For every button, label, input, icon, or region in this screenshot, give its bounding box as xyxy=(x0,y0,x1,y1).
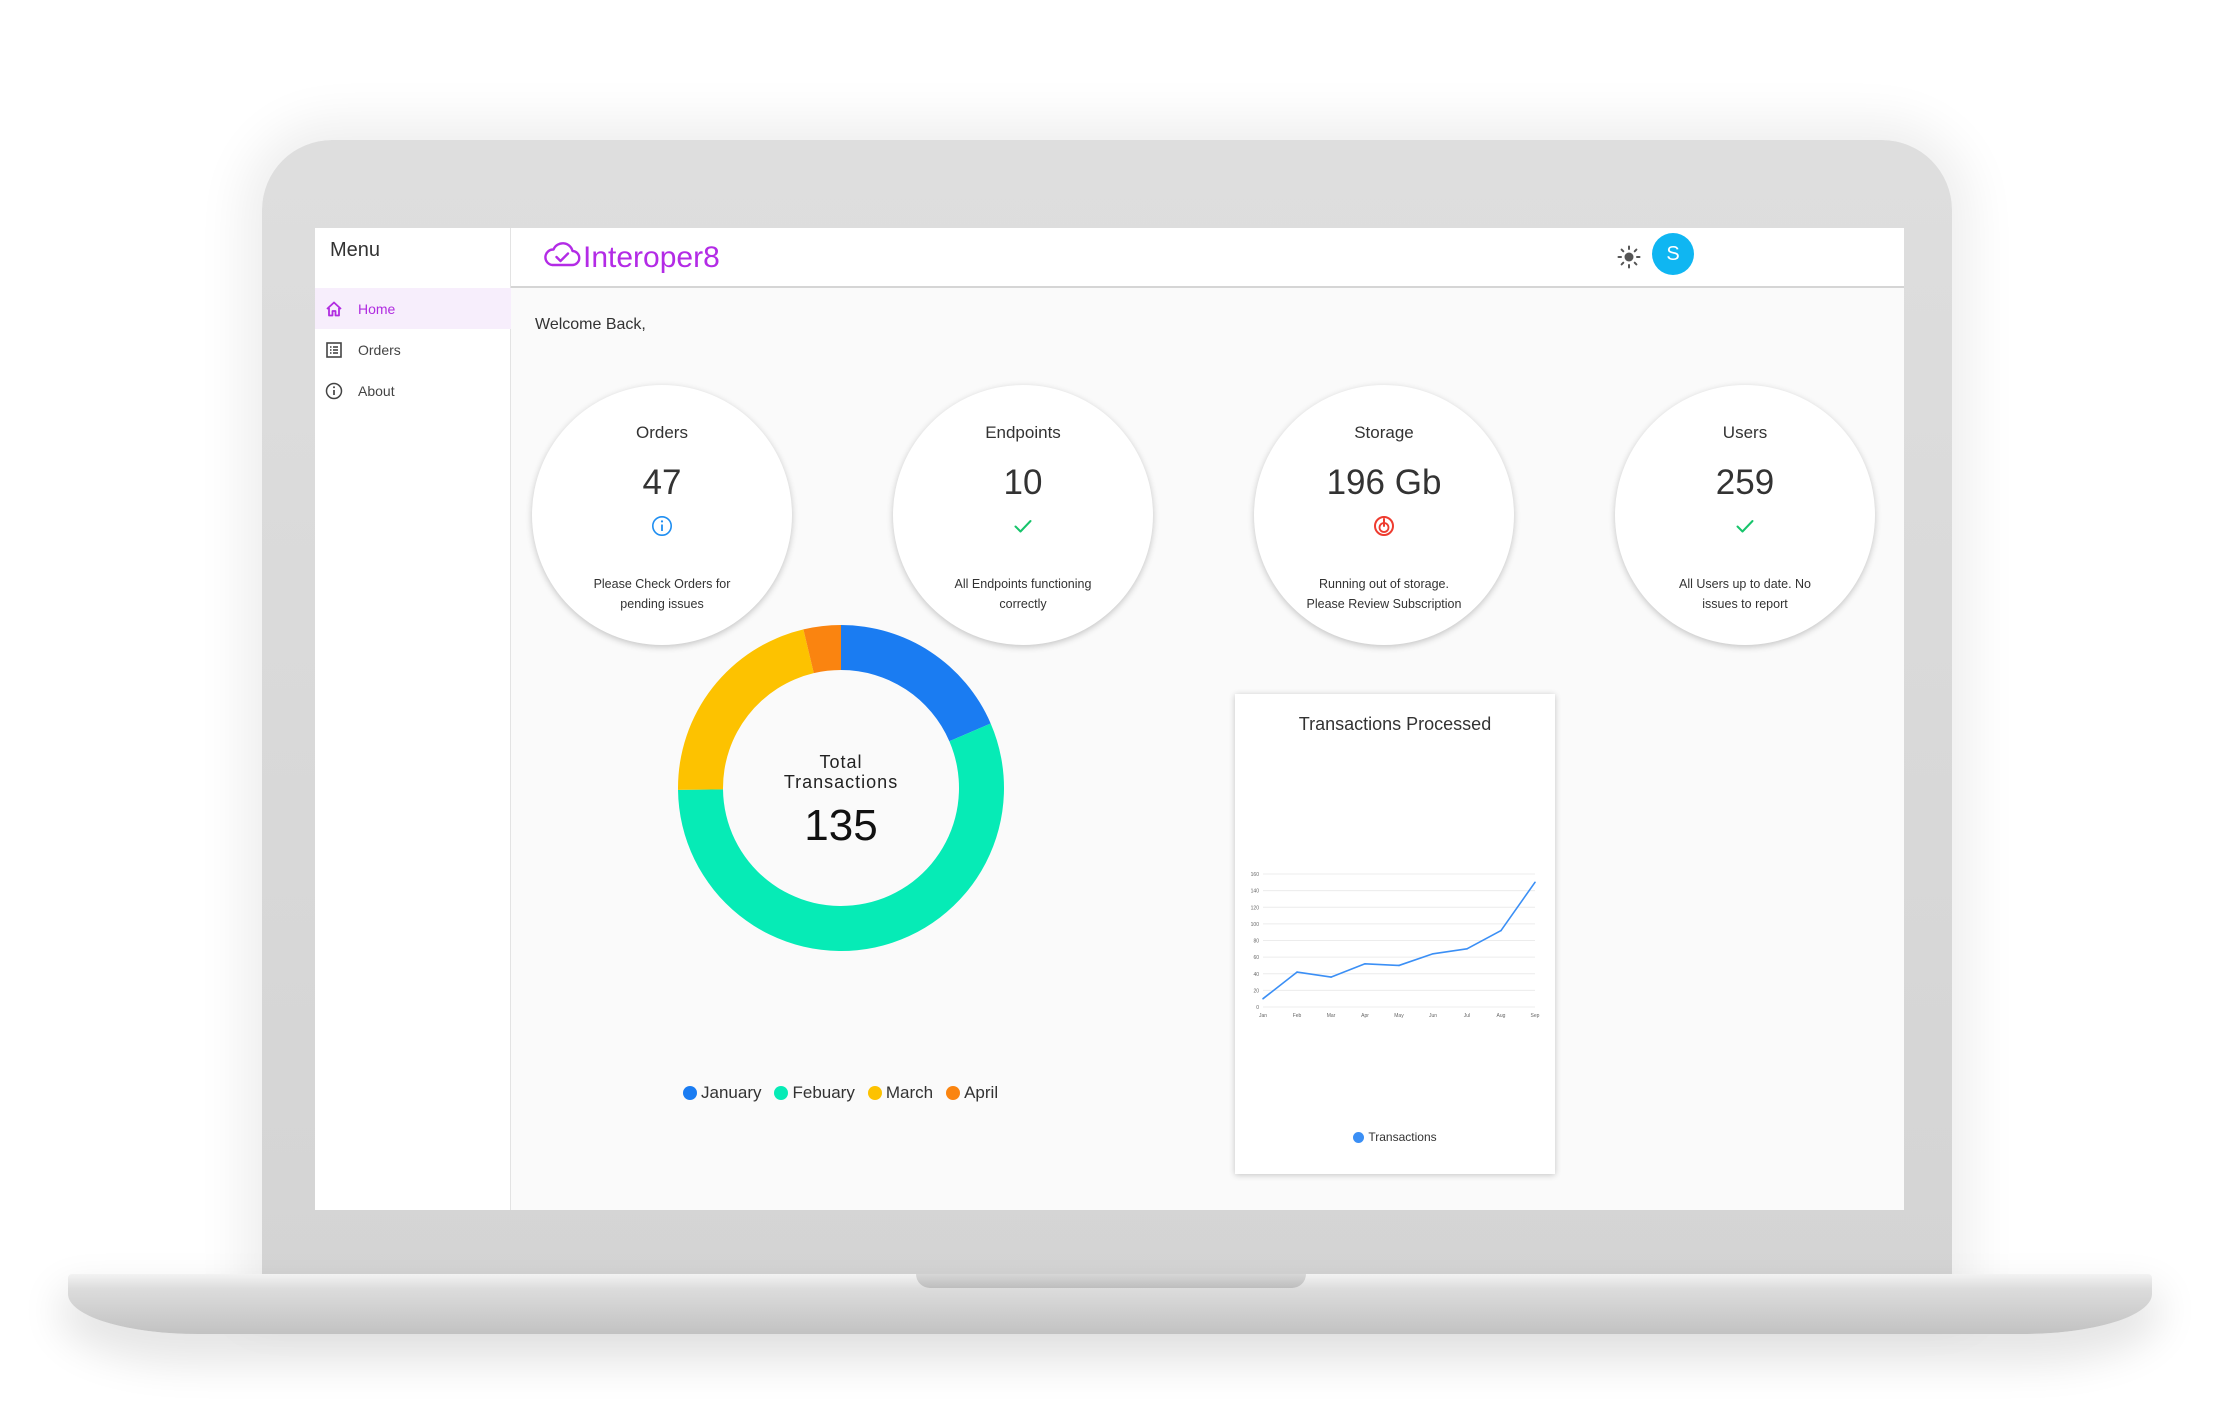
legend-dot xyxy=(683,1086,697,1100)
y-tick-label: 80 xyxy=(1253,939,1259,945)
menu-title: Menu xyxy=(330,239,381,261)
stat-value: 10 xyxy=(1003,463,1043,502)
y-tick-label: 100 xyxy=(1251,922,1260,928)
sidebar-item-label: Home xyxy=(358,300,396,317)
sidebar-item-label: Orders xyxy=(358,341,401,358)
app-logo[interactable]: Interoper8 xyxy=(543,240,720,275)
x-tick-label: Jan xyxy=(1259,1013,1267,1019)
stat-card-endpoints[interactable]: Endpoints 10 All Endpoints functioning c… xyxy=(893,385,1153,645)
line-chart-svg: 0 20 40 60 80 100 120 140 160 Jan Feb Mar Apr May Jun J… xyxy=(1251,872,1540,1019)
y-tick-label: 0 xyxy=(1256,1005,1259,1011)
stat-title: Storage xyxy=(1354,423,1414,442)
donut-slice-april[interactable] xyxy=(803,625,841,674)
stat-card-orders[interactable]: Orders 47 Please Check Orders for pendin… xyxy=(532,385,792,645)
legend-label: Febuary xyxy=(792,1083,855,1102)
welcome-text: Welcome Back, xyxy=(535,316,646,333)
legend-dot xyxy=(946,1086,961,1100)
x-tick-label: Sep xyxy=(1531,1013,1540,1019)
app-screen: Menu Home Orders About xyxy=(315,228,1904,1210)
donut-slice-january[interactable] xyxy=(841,625,991,742)
stat-value: 47 xyxy=(642,463,682,502)
legend-dot xyxy=(1353,1131,1365,1143)
stat-title: Endpoints xyxy=(985,423,1061,442)
donut-center-label-line1: Total xyxy=(819,752,862,772)
x-tick-label: Jul xyxy=(1464,1013,1470,1019)
cloud-check-icon xyxy=(543,240,581,275)
y-tick-label: 140 xyxy=(1251,889,1260,895)
logo-text: Interoper8 xyxy=(583,240,720,274)
legend-dot xyxy=(774,1086,789,1100)
sidebar-item-label: About xyxy=(358,382,395,399)
stat-title: Users xyxy=(1722,423,1768,442)
legend-label: April xyxy=(964,1083,999,1102)
sidebar-nav: Home Orders About xyxy=(315,288,511,411)
data-point xyxy=(1398,964,1400,967)
stat-note: All Endpoints functioning correctly xyxy=(954,577,1092,611)
data-point xyxy=(1296,971,1298,973)
legend-label: Transactions xyxy=(1368,1130,1437,1144)
laptop-notch xyxy=(916,1274,1306,1288)
stat-card-storage[interactable]: Storage 196 Gb Running out of storage. P… xyxy=(1254,385,1514,645)
data-point xyxy=(1500,929,1502,932)
legend-label: March xyxy=(885,1083,934,1102)
chart-title: Transactions Processed xyxy=(1298,714,1492,734)
donut-legend-row: January Febuary March April xyxy=(683,1083,1011,1103)
data-point xyxy=(1466,948,1468,950)
list-icon xyxy=(324,340,344,360)
info-icon xyxy=(651,515,673,537)
y-tick-label: 160 xyxy=(1251,872,1260,878)
stat-note: Please Check Orders for pending issues xyxy=(593,577,731,611)
info-icon xyxy=(324,381,344,401)
stat-value: 196 Gb xyxy=(1326,463,1442,502)
top-bar: Interoper8 S xyxy=(511,228,1904,288)
avatar[interactable]: S xyxy=(1652,233,1694,275)
sidebar-item-about[interactable]: About xyxy=(315,370,511,411)
data-point xyxy=(1432,953,1434,955)
main-content: Welcome Back, Orders 47 Please Check Ord… xyxy=(511,288,1904,1210)
check-icon xyxy=(1734,515,1756,537)
brightness-icon[interactable] xyxy=(1614,242,1644,272)
legend-item-april[interactable]: April xyxy=(946,1083,998,1103)
data-point xyxy=(1262,997,1264,1000)
x-tick-label: Apr xyxy=(1361,1013,1369,1019)
stat-note: Running out of storage. Please Review Su… xyxy=(1306,577,1462,611)
donut-slice-march[interactable] xyxy=(678,629,814,790)
stat-title: Orders xyxy=(636,423,688,442)
legend-label: January xyxy=(701,1083,762,1102)
donut-chart-svg: Total Transactions 135 xyxy=(678,625,1004,951)
data-point xyxy=(1364,962,1366,965)
x-tick-label: Mar xyxy=(1327,1013,1336,1019)
check-icon xyxy=(1012,515,1034,537)
x-tick-label: May xyxy=(1394,1013,1404,1019)
data-point xyxy=(1534,881,1536,884)
legend-item-febuary[interactable]: Febuary xyxy=(774,1083,855,1103)
stat-value: 259 xyxy=(1715,463,1775,502)
data-point xyxy=(1330,976,1332,978)
donut-center-label-line2: Transactions xyxy=(784,772,898,792)
legend-item-march[interactable]: March xyxy=(867,1083,934,1103)
x-tick-label: Jun xyxy=(1429,1013,1437,1019)
legend-item-january[interactable]: January xyxy=(683,1083,761,1103)
sidebar-item-orders[interactable]: Orders xyxy=(315,329,511,370)
y-tick-label: 120 xyxy=(1251,905,1260,911)
x-tick-label: Aug xyxy=(1497,1013,1506,1019)
stat-note: All Users up to date. No issues to repor… xyxy=(1678,577,1811,611)
donut-center-value: 135 xyxy=(804,801,877,850)
y-tick-label: 20 xyxy=(1253,988,1259,994)
y-tick-label: 60 xyxy=(1253,955,1259,961)
y-tick-label: 40 xyxy=(1253,972,1259,978)
donut-chart: Total Transactions 135 xyxy=(631,578,1051,998)
home-icon xyxy=(324,299,344,319)
x-tick-label: Feb xyxy=(1293,1013,1302,1019)
legend-dot xyxy=(867,1086,882,1100)
sidebar-item-home[interactable]: Home xyxy=(315,288,511,329)
transactions-chart-card: Transactions Processed 0 20 40 60 80 100 120 14… xyxy=(1235,694,1555,1174)
sidebar: Menu Home Orders About xyxy=(315,228,511,1210)
donut-slice-febuary[interactable] xyxy=(678,723,1004,951)
chart-legend[interactable]: Transactions xyxy=(1235,1130,1555,1144)
alert-target-icon xyxy=(1373,515,1395,537)
stat-card-users[interactable]: Users 259 All Users up to date. No issue… xyxy=(1615,385,1875,645)
